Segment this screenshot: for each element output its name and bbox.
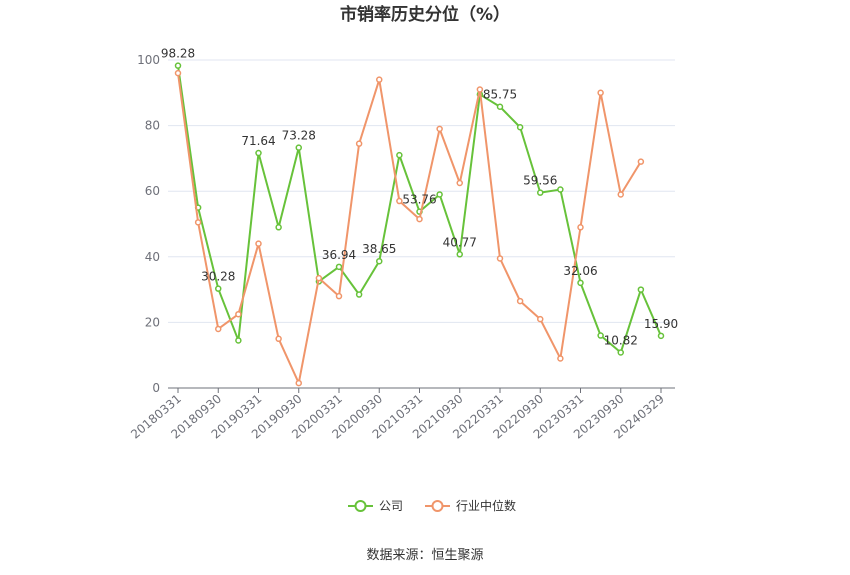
data-point-1-20220331 <box>496 255 504 262</box>
data-point-1-20210930 <box>456 179 463 187</box>
data-point-0-20190331 <box>255 149 262 157</box>
legend[interactable]: 公司 行业中位数 <box>348 498 516 513</box>
y-tick-label-20: 20 <box>145 315 160 329</box>
data-label-20230930: 10.82 <box>604 334 638 348</box>
x-axis: 2018033120180930201903312019093020200331… <box>128 387 675 442</box>
y-tick-label-0: 0 <box>152 381 160 395</box>
data-point-1-20191231 <box>315 274 323 282</box>
data-label-20190930: 73.28 <box>282 129 316 143</box>
legend-label-0: 公司 <box>379 499 403 513</box>
data-point-0-20210630 <box>436 191 443 198</box>
data-point-1-20200630 <box>355 140 363 147</box>
data-point-1-20230331 <box>577 224 584 231</box>
data-point-1-20211231 <box>476 86 484 93</box>
data-point-1-20200331 <box>335 292 343 300</box>
data-point-1-20190630 <box>275 335 282 343</box>
data-label-20200930: 38.65 <box>362 242 396 256</box>
data-point-1-20201231 <box>396 197 403 205</box>
data-point-1-20231229 <box>637 158 645 165</box>
data-point-1-20180930 <box>215 325 222 333</box>
data-label-20210930: 40.77 <box>443 235 477 249</box>
data-point-0-20231229 <box>637 286 645 293</box>
data-point-1-20230630 <box>597 89 604 97</box>
data-point-1-20180331 <box>174 69 182 77</box>
data-point-0-20180331 <box>174 62 182 69</box>
data-point-0-20180930 <box>215 285 222 292</box>
data-label-20190331: 71.64 <box>241 134 275 148</box>
data-point-0-20240329 <box>657 332 665 340</box>
y-tick-label-60: 60 <box>145 184 160 198</box>
data-label-20210331: 53.76 <box>402 193 436 207</box>
data-point-1-20220630 <box>516 297 524 305</box>
data-label-20220331: 85.75 <box>483 88 517 102</box>
data-point-0-20220331 <box>496 103 504 110</box>
data-point-0-20221230 <box>557 186 564 193</box>
legend-label-1: 行业中位数 <box>456 498 516 513</box>
data-point-1-20220930 <box>537 315 544 323</box>
data-point-1-20180630 <box>194 219 202 226</box>
data-point-0-20220930 <box>537 189 544 196</box>
y-axis: 0 20 40 60 80 100 <box>137 53 160 395</box>
grid-lines <box>168 59 675 323</box>
data-point-1-20190930 <box>295 379 302 387</box>
data-point-1-20181231 <box>235 310 242 318</box>
data-point-0-20201231 <box>396 151 403 159</box>
data-point-0-20181231 <box>235 337 242 344</box>
data-label-20230331: 32.06 <box>563 264 597 278</box>
y-tick-label-100: 100 <box>137 53 160 67</box>
legend-marker-0 <box>354 500 367 512</box>
data-source: 数据来源：恒生聚源 <box>366 548 483 563</box>
data-point-1-20210331 <box>416 215 423 223</box>
data-point-0-20210930 <box>456 251 463 258</box>
data-label-20200331: 36.94 <box>322 248 356 262</box>
data-point-1-20200930 <box>376 76 383 83</box>
data-point-0-20220630 <box>516 123 524 131</box>
data-label-20180930: 30.28 <box>201 270 235 284</box>
series-line-1 <box>177 72 642 385</box>
y-tick-label-80: 80 <box>145 119 160 133</box>
data-point-0-20230630 <box>597 332 604 339</box>
data-point-1-20190331 <box>255 240 262 247</box>
data-point-0-20190930 <box>295 144 302 151</box>
legend-item-0[interactable]: 公司 <box>348 499 403 513</box>
data-point-1-20230930 <box>617 191 624 198</box>
data-point-1-20210630 <box>436 125 443 133</box>
legend-marker-1 <box>431 500 444 512</box>
data-point-0-20200930 <box>376 257 383 265</box>
data-labels: 98.28 30.28 71.64 73.28 36.94 38.65 53.76 40.77… <box>161 47 678 348</box>
data-point-0-20190630 <box>275 224 282 231</box>
series-layer <box>174 62 665 387</box>
data-label-20220930: 59.56 <box>523 174 557 188</box>
data-point-0-20230930 <box>617 349 624 356</box>
data-point-0-20200331 <box>335 263 343 271</box>
legend-item-1[interactable]: 行业中位数 <box>425 498 516 513</box>
data-point-0-20230331 <box>577 279 584 287</box>
data-point-1-20221230 <box>557 355 564 362</box>
data-point-0-20200630 <box>355 291 363 298</box>
chart-title: 市销率历史分位（%） <box>340 4 510 25</box>
data-label-20240329: 15.90 <box>644 317 678 331</box>
y-tick-label-40: 40 <box>145 250 160 264</box>
data-label-20180331: 98.28 <box>161 47 195 61</box>
